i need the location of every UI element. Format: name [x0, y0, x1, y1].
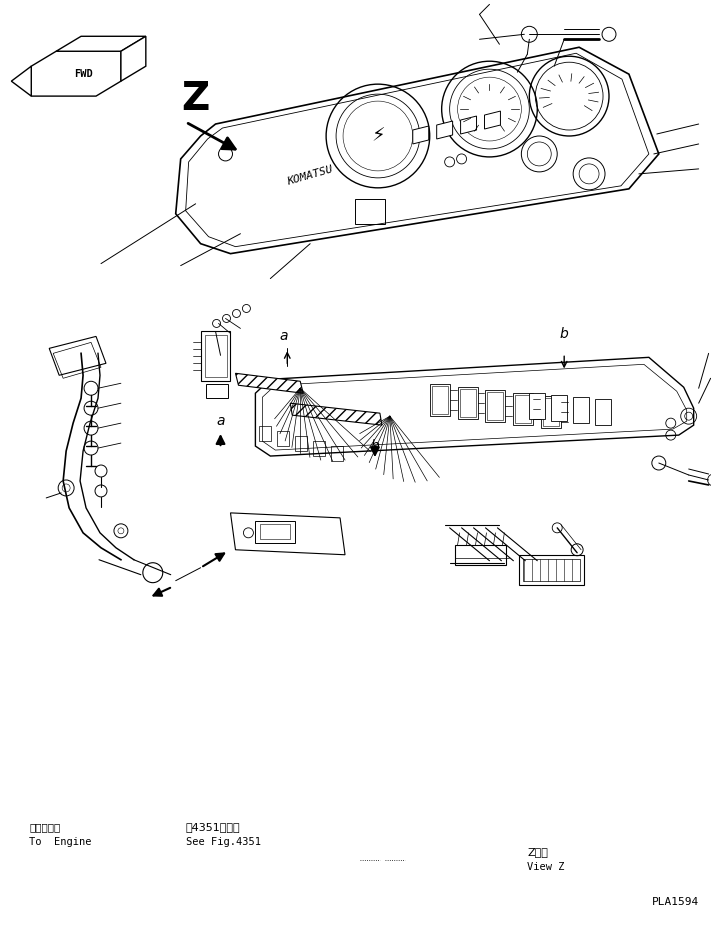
Polygon shape: [256, 357, 693, 456]
Bar: [430, 384, 450, 416]
Text: a: a: [279, 329, 288, 343]
Text: KOMATSU: KOMATSU: [286, 165, 334, 188]
Bar: [573, 397, 589, 423]
Bar: [259, 426, 271, 441]
Text: FWD: FWD: [74, 69, 93, 79]
Polygon shape: [121, 36, 146, 81]
Bar: [201, 331, 231, 381]
Bar: [455, 545, 506, 565]
Polygon shape: [176, 47, 659, 254]
Polygon shape: [413, 126, 429, 144]
Polygon shape: [56, 36, 146, 51]
Text: エンジンへ: エンジンへ: [29, 822, 61, 832]
Text: To  Engine: To Engine: [29, 836, 92, 847]
Polygon shape: [231, 513, 345, 554]
Text: View Z: View Z: [528, 862, 565, 872]
Polygon shape: [461, 116, 476, 134]
Bar: [256, 521, 295, 543]
Polygon shape: [290, 404, 382, 425]
Polygon shape: [11, 66, 31, 96]
Bar: [295, 436, 307, 451]
Bar: [595, 399, 611, 425]
Bar: [459, 389, 476, 417]
Bar: [331, 446, 343, 461]
Bar: [529, 393, 545, 419]
Bar: [543, 398, 559, 426]
Bar: [277, 431, 289, 446]
Polygon shape: [31, 51, 121, 96]
Text: a: a: [216, 414, 225, 428]
Text: 笥4351図参照: 笥4351図参照: [186, 822, 240, 832]
Bar: [204, 336, 226, 377]
Bar: [551, 395, 567, 422]
Bar: [515, 395, 531, 423]
Polygon shape: [436, 121, 453, 139]
Bar: [355, 199, 385, 223]
Text: Z　視: Z 視: [528, 847, 548, 857]
Bar: [261, 524, 290, 538]
Bar: [488, 392, 503, 421]
Bar: [431, 387, 448, 414]
Text: ⚡: ⚡: [371, 126, 384, 145]
Bar: [519, 554, 584, 585]
Bar: [523, 559, 580, 581]
Text: PLA1594: PLA1594: [651, 897, 698, 907]
Bar: [313, 441, 325, 456]
Text: See Fig.4351: See Fig.4351: [186, 836, 261, 847]
Polygon shape: [236, 373, 303, 393]
Bar: [458, 388, 478, 419]
Polygon shape: [484, 111, 501, 129]
Text: b: b: [370, 439, 379, 453]
Bar: [486, 390, 506, 422]
Bar: [513, 393, 533, 425]
Text: b: b: [560, 327, 569, 341]
Polygon shape: [49, 337, 106, 375]
Bar: [541, 396, 561, 428]
Bar: [206, 384, 228, 398]
Text: Z: Z: [182, 80, 210, 118]
